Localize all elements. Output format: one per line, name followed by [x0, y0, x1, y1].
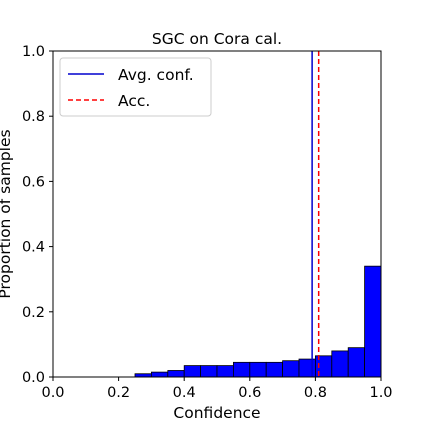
- histogram-bar: [298, 358, 316, 378]
- histogram-bar: [282, 360, 300, 378]
- plot-frame: [52, 50, 382, 378]
- legend-box: [59, 57, 212, 117]
- chart-title: SGC on Cora cal.: [152, 30, 282, 48]
- histogram-bar: [364, 265, 382, 378]
- legend-acc-label: Acc.: [118, 92, 150, 110]
- y-tick-label: 0.2: [22, 305, 45, 321]
- y-axis: 0.0 0.2 0.4 0.6 0.8 1.0: [22, 44, 53, 386]
- histogram-bar: [200, 365, 218, 378]
- x-tick-label: 0.4: [173, 385, 196, 401]
- histogram-bar: [183, 365, 201, 378]
- y-axis-label: Proportion of samples: [0, 129, 14, 298]
- x-axis-label: Confidence: [173, 404, 260, 422]
- histogram-bars: [134, 265, 382, 378]
- histogram-bar: [232, 361, 251, 378]
- x-tick-label: 0.0: [41, 385, 64, 401]
- x-axis: 0.0 0.2 0.4 0.6 0.8 1.0: [41, 377, 393, 401]
- y-tick-label: 0.4: [22, 240, 45, 256]
- reference-lines: [311, 51, 320, 377]
- y-tick-label: 0.8: [22, 109, 45, 125]
- x-tick-label: 0.8: [304, 385, 327, 401]
- y-tick-label: 1.0: [22, 44, 45, 60]
- legend: Avg. conf. Acc.: [59, 57, 212, 117]
- x-tick-label: 0.2: [107, 385, 130, 401]
- histogram-bar: [347, 347, 366, 378]
- histogram-bar: [314, 355, 333, 378]
- x-tick-label: 1.0: [369, 385, 392, 401]
- histogram-bar: [167, 370, 185, 378]
- x-tick-label: 0.6: [238, 385, 261, 401]
- legend-avg-conf-label: Avg. conf.: [118, 66, 194, 84]
- histogram-bar: [150, 371, 169, 378]
- histogram-bar: [265, 361, 284, 378]
- histogram-bar: [249, 361, 267, 378]
- histogram-bar: [331, 350, 349, 378]
- y-tick-label: 0.6: [22, 174, 45, 190]
- y-tick-label: 0.0: [22, 370, 45, 386]
- histogram-bar: [216, 365, 234, 378]
